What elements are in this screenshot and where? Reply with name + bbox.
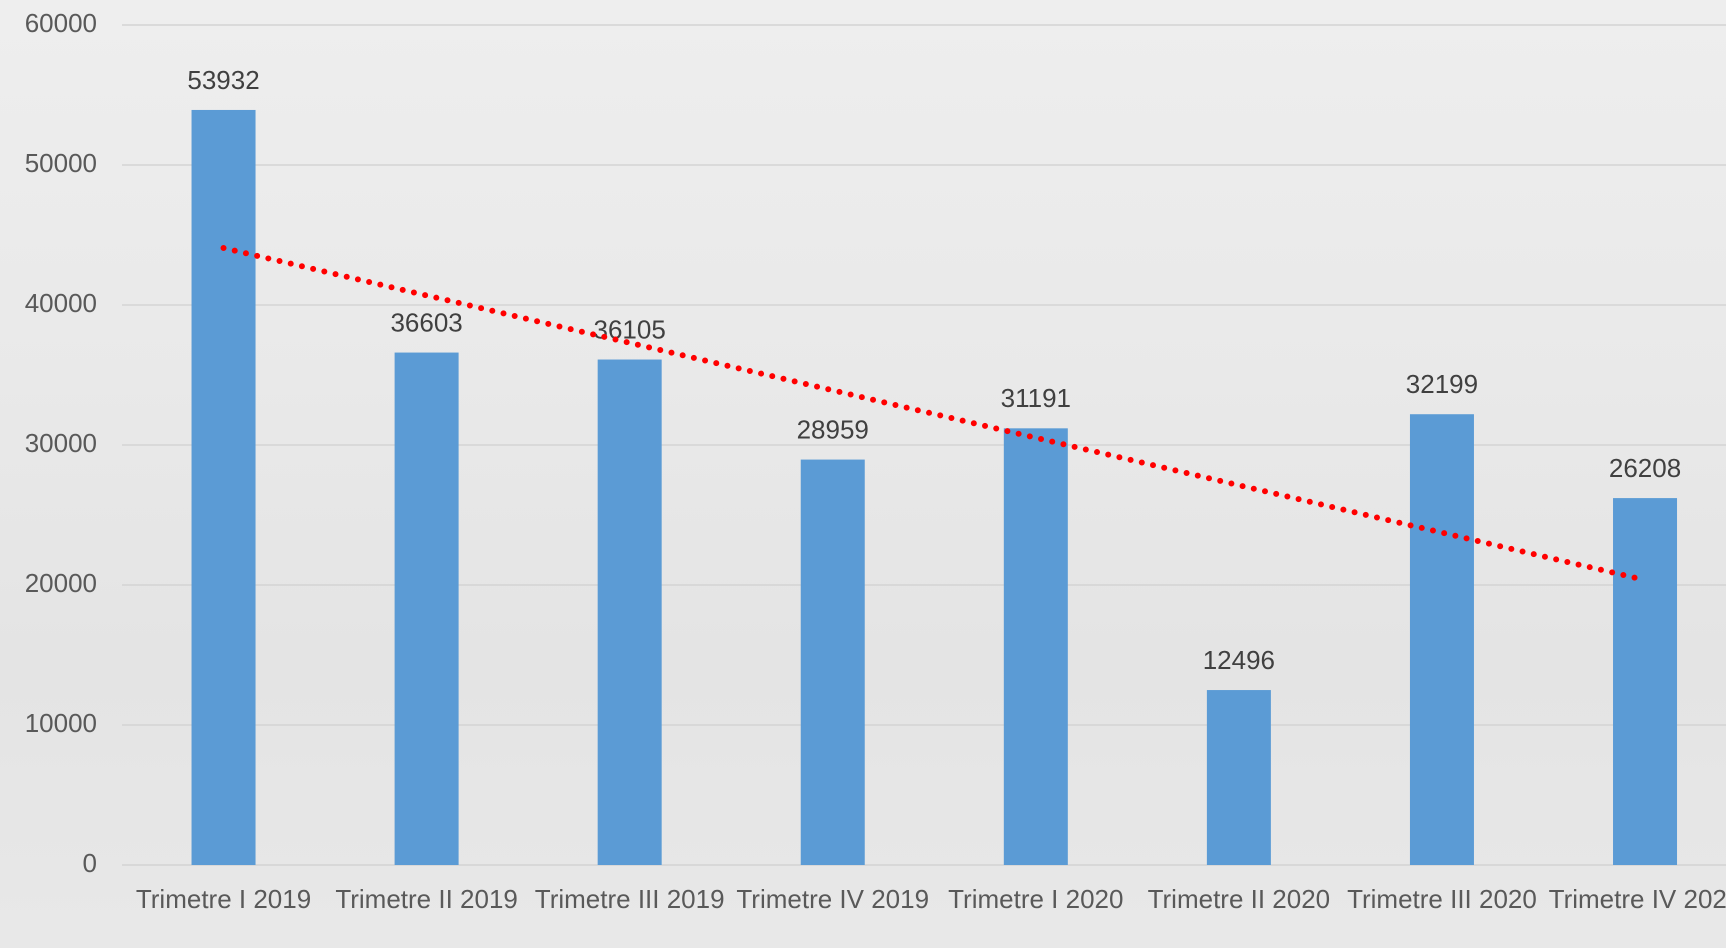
data-label: 36603 <box>390 307 462 337</box>
x-tick-label: Trimetre I 2019 <box>135 884 312 914</box>
y-tick-label: 40000 <box>25 288 97 318</box>
x-tick-label: Trimetre I 2020 <box>948 884 1124 914</box>
bar <box>597 359 662 865</box>
x-tick-label: Trimetre II 2019 <box>335 884 518 914</box>
y-tick-label: 0 <box>83 848 97 878</box>
bar <box>191 109 256 865</box>
bar <box>1206 690 1271 865</box>
y-tick-label: 20000 <box>25 568 97 598</box>
x-tick-label: Trimetre IV 2020 <box>1548 884 1726 914</box>
data-label: 28959 <box>797 414 869 444</box>
data-label: 26208 <box>1609 453 1681 483</box>
x-tick-label: Trimetre IV 2019 <box>736 884 930 914</box>
bar <box>1409 414 1474 865</box>
bar <box>1613 498 1678 865</box>
data-label: 53932 <box>187 65 259 95</box>
bar <box>1003 428 1068 865</box>
y-tick-label: 60000 <box>25 8 97 38</box>
x-tick-label: Trimetre III 2020 <box>1347 884 1537 914</box>
y-tick-label: 50000 <box>25 148 97 178</box>
data-label: 32199 <box>1406 369 1478 399</box>
x-tick-label: Trimetre II 2020 <box>1147 884 1331 914</box>
data-label: 31191 <box>1001 383 1071 413</box>
trendline <box>220 244 1649 584</box>
y-tick-label: 10000 <box>25 708 97 738</box>
y-tick-label: 30000 <box>25 428 97 458</box>
data-label: 12496 <box>1203 645 1275 675</box>
bar <box>394 352 459 866</box>
x-tick-label: Trimetre III 2019 <box>534 884 725 914</box>
bar <box>800 459 865 865</box>
